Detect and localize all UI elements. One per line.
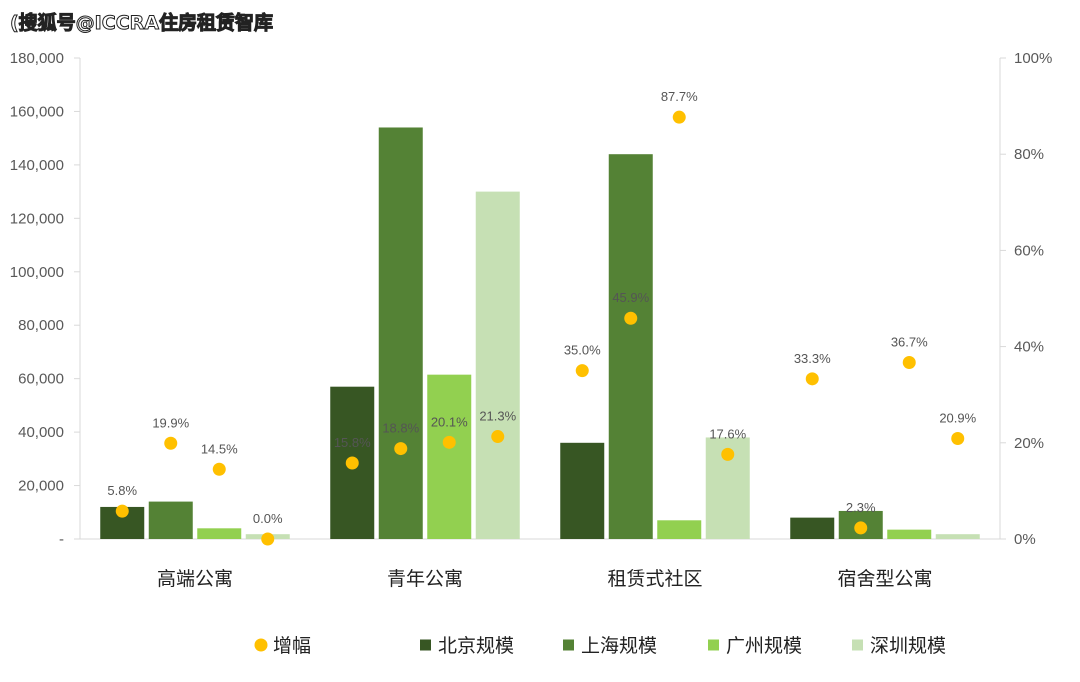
x-category-label: 宿舍型公寓 [837, 568, 932, 590]
legend-label: 深圳规模 [870, 635, 946, 657]
bar [657, 520, 702, 539]
growth-data-label: 2.3% [846, 500, 876, 515]
bar [560, 442, 605, 539]
growth-data-label: 15.8% [334, 435, 371, 450]
bar [378, 127, 423, 539]
bar [790, 517, 835, 539]
growth-data-label: 33.3% [794, 351, 831, 366]
legend-marker-series [708, 639, 719, 651]
growth-point [442, 435, 456, 449]
growth-point [951, 431, 965, 445]
right-tick-label: 20% [1014, 435, 1044, 452]
growth-point [394, 442, 408, 456]
left-tick-label: 100,000 [10, 264, 64, 281]
growth-data-label: 35.0% [564, 343, 601, 358]
legend-marker-growth [254, 638, 268, 652]
bar [887, 529, 932, 539]
bar [475, 191, 520, 539]
bar [197, 528, 242, 539]
right-tick-label: 60% [1014, 242, 1044, 259]
left-tick-label: 20,000 [18, 478, 64, 495]
growth-data-label: 20.1% [431, 414, 468, 429]
growth-data-label: 21.3% [479, 409, 516, 424]
growth-data-label: 45.9% [612, 290, 649, 305]
growth-data-label: 5.8% [107, 483, 137, 498]
growth-data-label: 19.9% [152, 415, 189, 430]
growth-point [672, 110, 686, 124]
bar [935, 534, 980, 539]
left-tick-label: 180,000 [10, 50, 64, 67]
growth-point [575, 364, 589, 378]
bar [427, 374, 472, 539]
legend-label: 广州规模 [726, 635, 802, 657]
growth-point [345, 456, 359, 470]
legend-label: 北京规模 [438, 635, 514, 657]
legend-marker-series [563, 639, 574, 651]
right-tick-label: 100% [1014, 50, 1052, 67]
growth-data-label: 87.7% [661, 89, 698, 104]
x-category-label: 青年公寓 [387, 568, 463, 590]
left-tick-label: - [59, 531, 64, 548]
left-tick-label: 60,000 [18, 371, 64, 388]
x-category-label: 租赁式社区 [607, 568, 702, 590]
growth-data-label: 18.8% [382, 421, 419, 436]
bar [608, 154, 653, 539]
legend-marker-series [420, 639, 431, 651]
growth-data-label: 36.7% [891, 334, 928, 349]
growth-point [902, 355, 916, 369]
legend-label: 增幅 [273, 635, 311, 657]
growth-point [115, 504, 129, 518]
growth-point [721, 447, 735, 461]
growth-data-label: 20.9% [939, 410, 976, 425]
growth-data-label: 0.0% [253, 511, 283, 526]
right-tick-label: 40% [1014, 339, 1044, 356]
growth-point [212, 462, 226, 476]
left-tick-label: 120,000 [10, 210, 64, 227]
right-tick-label: 0% [1014, 531, 1036, 548]
right-tick-label: 80% [1014, 146, 1044, 163]
x-category-label: 高端公寓 [157, 568, 233, 590]
watermark-text: (搜狐号@ICCRA住房租赁智库 [10, 12, 274, 35]
growth-point [164, 436, 178, 450]
bar [148, 501, 193, 539]
left-tick-label: 40,000 [18, 424, 64, 441]
left-tick-label: 80,000 [18, 317, 64, 334]
legend-marker-series [852, 639, 863, 651]
growth-data-label: 17.6% [709, 426, 746, 441]
growth-point [854, 521, 868, 535]
legend-label: 上海规模 [581, 635, 657, 657]
growth-point [491, 430, 505, 444]
growth-point [624, 311, 638, 325]
left-tick-label: 140,000 [10, 157, 64, 174]
growth-data-label: 14.5% [201, 441, 238, 456]
left-tick-label: 160,000 [10, 103, 64, 120]
growth-point [261, 532, 275, 546]
growth-point [805, 372, 819, 386]
